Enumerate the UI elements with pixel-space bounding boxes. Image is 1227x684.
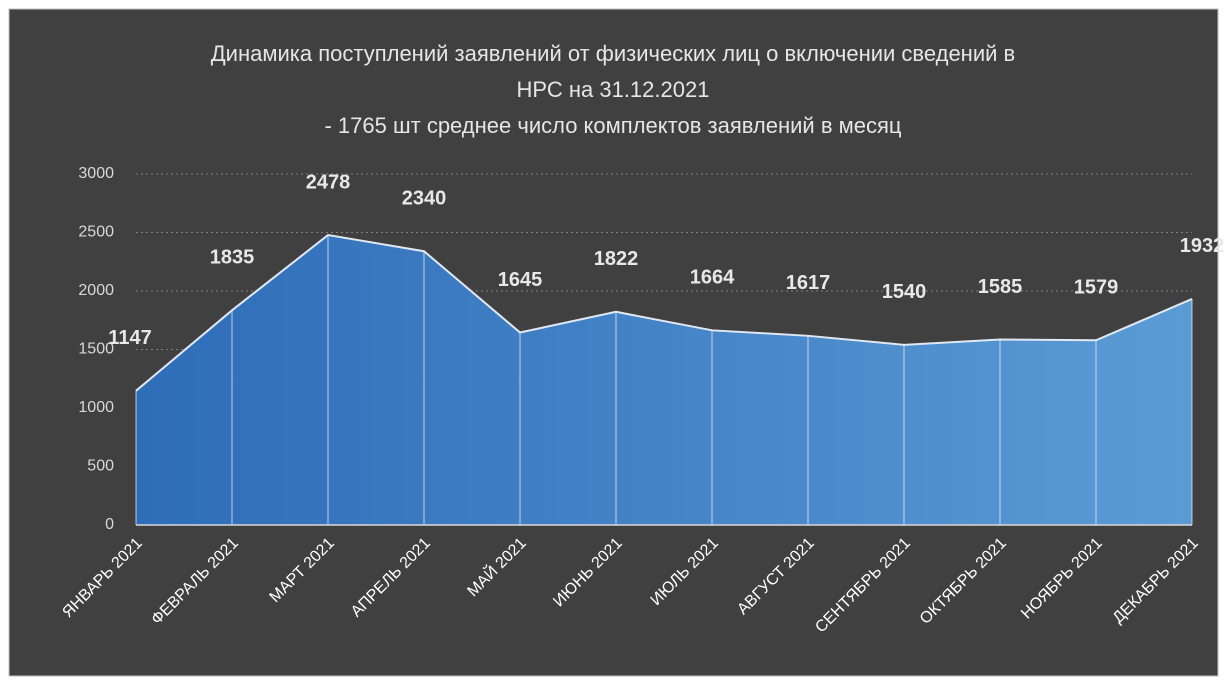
data-label: 1932 (1180, 235, 1225, 257)
chart-title: НРС на 31.12.2021 (517, 77, 710, 102)
data-label: 2340 (402, 188, 447, 210)
data-label: 1664 (690, 267, 735, 289)
chart-title: Динамика поступлений заявлений от физиче… (211, 41, 1015, 66)
data-label: 1579 (1074, 277, 1119, 299)
y-tick-label: 1500 (78, 341, 114, 358)
y-tick-label: 500 (87, 458, 114, 475)
y-tick-label: 2000 (78, 282, 114, 299)
data-label: 1147 (108, 327, 151, 349)
y-tick-label: 1000 (78, 399, 114, 416)
data-label: 1822 (594, 248, 639, 270)
data-label: 1617 (786, 272, 831, 294)
area-line (135, 234, 1193, 392)
data-label: 1835 (210, 247, 255, 269)
data-label: 1585 (978, 276, 1023, 298)
y-tick-label: 0 (105, 516, 114, 533)
y-tick-label: 2500 (78, 224, 114, 241)
data-label: 1540 (882, 281, 927, 303)
data-label: 1645 (498, 269, 543, 291)
y-tick-label: 3000 (78, 165, 114, 182)
chart-title: - 1765 шт среднее число комплектов заявл… (324, 113, 901, 138)
data-label: 2478 (306, 171, 351, 193)
area-fill (136, 235, 1192, 525)
